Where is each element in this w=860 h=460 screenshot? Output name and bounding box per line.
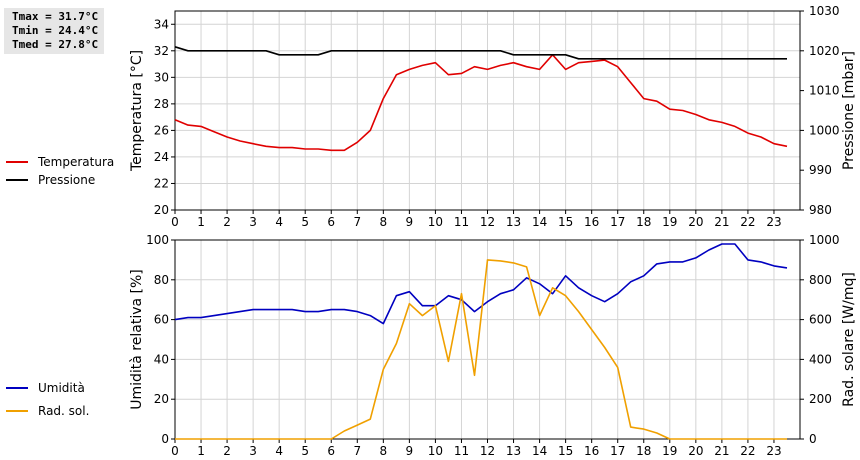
- y-tick-label-right: 600: [809, 313, 832, 327]
- x-tick-label: 10: [428, 215, 443, 229]
- legend-label-pressione: Pressione: [38, 173, 96, 187]
- y-tick-label-left: 32: [154, 44, 169, 58]
- x-tick-label: 2: [223, 215, 231, 229]
- x-tick-label: 3: [249, 215, 257, 229]
- x-tick-label: 11: [454, 444, 469, 458]
- x-tick-label: 1: [197, 444, 205, 458]
- x-tick-label: 16: [584, 444, 599, 458]
- y-axis-label-right: Pressione [mbar]: [841, 51, 857, 170]
- series-line-pressione: [174, 46, 787, 60]
- x-tick-label: 22: [740, 215, 755, 229]
- x-tick-label: 17: [610, 444, 625, 458]
- x-tick-label: 0: [171, 215, 179, 229]
- y-tick-label-left: 34: [154, 17, 169, 31]
- x-tick-label: 23: [766, 215, 781, 229]
- y-tick-label-right: 800: [809, 273, 832, 287]
- y-axis-label-right: Rad. solare [W/mq]: [841, 272, 857, 407]
- x-tick-label: 23: [766, 444, 781, 458]
- series-line-rad-sol: [175, 259, 787, 440]
- y-tick-label-right: 1010: [809, 84, 840, 98]
- plot-frame: [174, 239, 801, 440]
- series-line-temperatura: [174, 53, 788, 152]
- y-tick-label-left: 30: [154, 70, 169, 84]
- x-tick-label: 20: [688, 215, 703, 229]
- x-tick-label: 20: [688, 444, 703, 458]
- x-tick-label: 13: [506, 444, 521, 458]
- x-tick-label: 5: [301, 444, 309, 458]
- x-tick-label: 13: [506, 215, 521, 229]
- x-tick-label: 14: [532, 444, 547, 458]
- x-tick-label: 6: [327, 215, 335, 229]
- x-tick-label: 19: [662, 215, 677, 229]
- x-tick-label: 19: [662, 444, 677, 458]
- y-tick-label-right: 1020: [809, 44, 840, 58]
- y-tick-label-left: 40: [154, 352, 169, 366]
- series-line-umidit: [174, 243, 788, 325]
- x-tick-label: 2: [223, 444, 231, 458]
- x-tick-label: 4: [275, 215, 283, 229]
- plot-frame: [174, 10, 801, 211]
- x-tick-label: 6: [327, 444, 335, 458]
- y-tick-label-left: 80: [154, 273, 169, 287]
- x-tick-label: 21: [714, 215, 729, 229]
- legend-swatch-rad-sol: [6, 410, 28, 412]
- stat-tmax: Tmax = 31.7°C: [12, 10, 99, 23]
- y-tick-label-right: 0: [809, 432, 817, 446]
- x-tick-label: 22: [740, 444, 755, 458]
- y-tick-label-left: 100: [146, 233, 169, 247]
- y-tick-label-right: 1000: [809, 123, 840, 137]
- x-tick-label: 8: [380, 444, 388, 458]
- x-tick-label: 1: [197, 215, 205, 229]
- x-tick-label: 17: [610, 215, 625, 229]
- legend-swatch-pressione: [6, 179, 28, 181]
- x-tick-label: 12: [480, 215, 495, 229]
- x-tick-label: 7: [353, 215, 361, 229]
- x-tick-label: 18: [636, 444, 651, 458]
- x-tick-label: 12: [480, 444, 495, 458]
- y-tick-label-right: 1000: [809, 233, 840, 247]
- x-tick-label: 5: [301, 215, 309, 229]
- y-tick-label-right: 990: [809, 163, 832, 177]
- y-tick-label-left: 0: [161, 432, 169, 446]
- legend-label-rad-sol: Rad. sol.: [38, 404, 90, 418]
- x-tick-label: 15: [558, 444, 573, 458]
- x-tick-label: 11: [454, 215, 469, 229]
- x-tick-label: 0: [171, 444, 179, 458]
- x-tick-label: 9: [406, 444, 414, 458]
- stat-tmin: Tmin = 24.4°C: [12, 24, 99, 37]
- y-tick-label-left: 20: [154, 203, 169, 217]
- x-tick-label: 10: [428, 444, 443, 458]
- y-axis-label-left: Umidità relativa [%]: [129, 269, 145, 410]
- legend-label-temperatura: Temperatura: [38, 155, 115, 169]
- stat-tmed: Tmed = 27.8°C: [12, 38, 99, 51]
- y-tick-label-right: 200: [809, 392, 832, 406]
- legend-swatch-temperatura: [6, 161, 28, 163]
- y-tick-label-left: 28: [154, 97, 169, 111]
- x-tick-label: 8: [380, 215, 388, 229]
- legend-label-umidita: Umidità: [38, 381, 85, 395]
- y-tick-label-left: 60: [154, 313, 169, 327]
- x-tick-label: 9: [406, 215, 414, 229]
- y-axis-label-left: Temperatura [°C]: [129, 50, 145, 172]
- y-tick-label-right: 1030: [809, 4, 840, 18]
- legend-swatch-umidita: [6, 387, 28, 389]
- y-tick-label-right: 400: [809, 352, 832, 366]
- x-tick-label: 18: [636, 215, 651, 229]
- y-tick-label-left: 20: [154, 392, 169, 406]
- x-tick-label: 15: [558, 215, 573, 229]
- y-tick-label-right: 980: [809, 203, 832, 217]
- x-tick-label: 4: [275, 444, 283, 458]
- y-tick-label-left: 22: [154, 176, 169, 190]
- stats-box: Tmax = 31.7°C Tmin = 24.4°C Tmed = 27.8°…: [4, 8, 104, 54]
- y-tick-label-left: 24: [154, 150, 169, 164]
- x-tick-label: 14: [532, 215, 547, 229]
- x-tick-label: 16: [584, 215, 599, 229]
- x-tick-label: 3: [249, 444, 257, 458]
- x-tick-label: 7: [353, 444, 361, 458]
- y-tick-label-left: 26: [154, 123, 169, 137]
- x-tick-label: 21: [714, 444, 729, 458]
